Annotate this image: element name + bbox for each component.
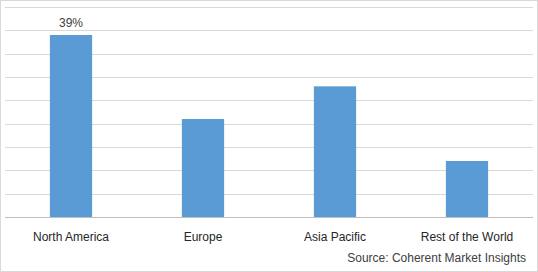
bar — [314, 86, 356, 217]
chart: 39% North America Europe Asia Pacific Rest o… — [0, 0, 538, 272]
category-label: Europe — [184, 230, 223, 244]
chart-container: 39% North America Europe Asia Pacific Rest o… — [0, 0, 538, 272]
bar — [446, 161, 488, 217]
category-label: Asia Pacific — [304, 230, 366, 244]
category-label: North America — [33, 230, 109, 244]
source-note: Source: Coherent Market Insights — [347, 251, 526, 265]
bar — [50, 35, 92, 217]
chart-border — [1, 1, 538, 272]
grid-line — [5, 7, 533, 8]
labels: 39% North America Europe Asia Pacific Rest o… — [33, 16, 513, 244]
data-label: 39% — [59, 16, 83, 30]
grid-line — [5, 30, 533, 31]
bars — [50, 35, 488, 217]
bar — [182, 119, 224, 217]
grid-line — [5, 217, 533, 218]
grid — [5, 8, 533, 218]
category-label: Rest of the World — [421, 230, 513, 244]
